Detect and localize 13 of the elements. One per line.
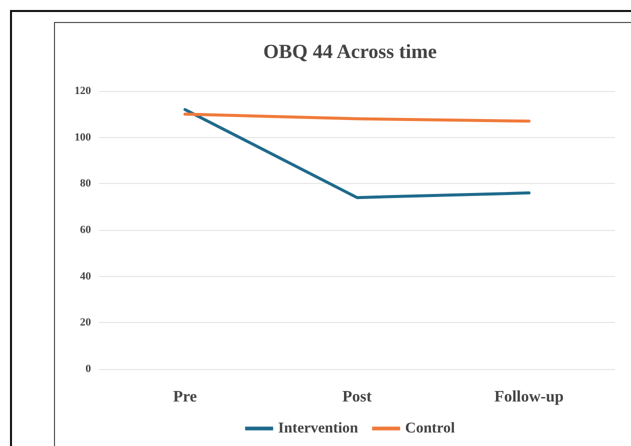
x-tick-label: Pre bbox=[173, 388, 197, 406]
y-tick-label: 60 bbox=[80, 224, 92, 236]
legend-label: Control bbox=[405, 420, 455, 436]
x-tick-label: Post bbox=[342, 388, 372, 406]
y-tick-label: 40 bbox=[80, 270, 92, 282]
legend-label: Intervention bbox=[278, 420, 359, 436]
x-tick-label: Follow-up bbox=[494, 388, 564, 406]
y-tick-label: 20 bbox=[80, 316, 92, 329]
chart-title: OBQ 44 Across time bbox=[263, 41, 437, 63]
y-tick-label: 0 bbox=[86, 363, 92, 375]
y-tick-label: 120 bbox=[74, 85, 92, 97]
y-tick-label: 80 bbox=[80, 178, 92, 190]
y-tick-label: 100 bbox=[74, 131, 92, 144]
